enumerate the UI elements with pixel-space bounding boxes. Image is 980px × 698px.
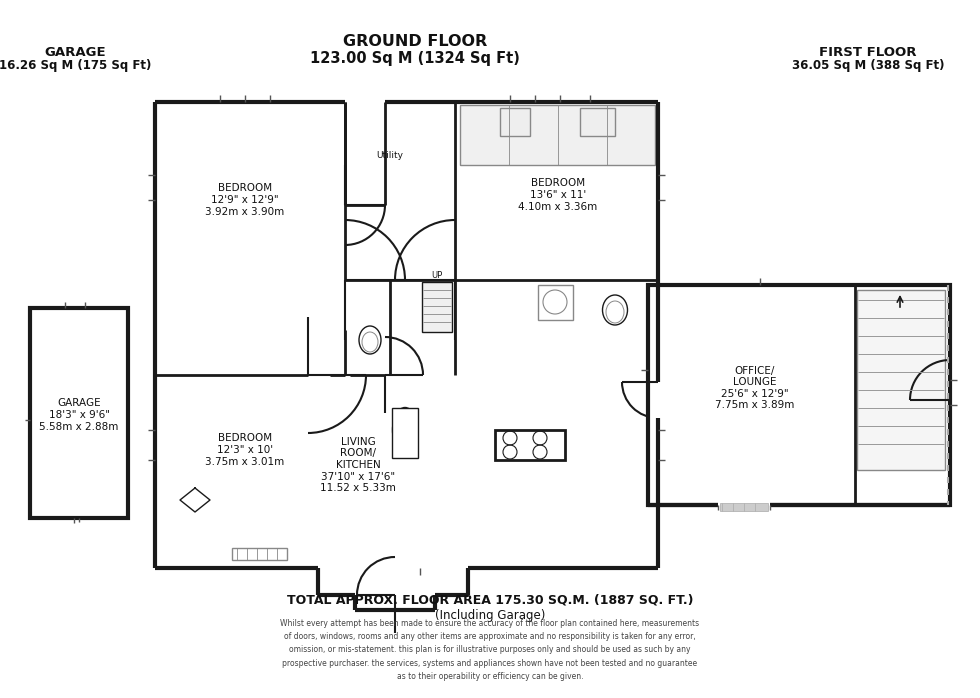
Bar bbox=[460, 105, 655, 165]
Text: FIRST FLOOR: FIRST FLOOR bbox=[819, 45, 916, 59]
Text: BEDROOM
12'9" x 12'9"
3.92m x 3.90m: BEDROOM 12'9" x 12'9" 3.92m x 3.90m bbox=[206, 184, 284, 216]
Bar bbox=[495, 430, 565, 460]
Text: 16.26 Sq M (175 Sq Ft): 16.26 Sq M (175 Sq Ft) bbox=[0, 59, 151, 73]
Bar bbox=[30, 308, 128, 518]
Text: TOTAL APPROX. FLOOR AREA 175.30 SQ.M. (1887 SQ. FT.): TOTAL APPROX. FLOOR AREA 175.30 SQ.M. (1… bbox=[287, 593, 693, 607]
Text: GARAGE: GARAGE bbox=[44, 45, 106, 59]
Bar bbox=[857, 290, 945, 470]
Text: Whilst every attempt has been made to ensure the accuracy of the floor plan cont: Whilst every attempt has been made to en… bbox=[280, 619, 700, 681]
Ellipse shape bbox=[393, 408, 417, 452]
Text: LIVING
ROOM/
KITCHEN
37'10" x 17'6"
11.52 x 5.33m: LIVING ROOM/ KITCHEN 37'10" x 17'6" 11.5… bbox=[320, 437, 396, 493]
Text: OFFICE/
LOUNGE
25'6" x 12'9"
7.75m x 3.89m: OFFICE/ LOUNGE 25'6" x 12'9" 7.75m x 3.8… bbox=[715, 366, 795, 410]
Bar bbox=[718, 501, 770, 513]
Bar bbox=[720, 503, 768, 511]
Bar bbox=[392, 408, 418, 458]
Text: BEDROOM
13'6" x 11'
4.10m x 3.36m: BEDROOM 13'6" x 11' 4.10m x 3.36m bbox=[518, 179, 598, 211]
Bar bbox=[232, 548, 287, 560]
Text: BEDROOM
12'3" x 10'
3.75m x 3.01m: BEDROOM 12'3" x 10' 3.75m x 3.01m bbox=[206, 433, 284, 466]
Bar bbox=[538, 285, 573, 320]
Bar bbox=[422, 282, 452, 332]
Text: UP: UP bbox=[431, 271, 443, 279]
Bar bbox=[648, 285, 950, 505]
Text: (Including Garage): (Including Garage) bbox=[435, 609, 545, 623]
Ellipse shape bbox=[359, 326, 381, 354]
Bar bbox=[580, 108, 615, 136]
Text: 123.00 Sq M (1324 Sq Ft): 123.00 Sq M (1324 Sq Ft) bbox=[310, 50, 520, 66]
Text: GROUND FLOOR: GROUND FLOOR bbox=[343, 34, 487, 50]
Text: Utility: Utility bbox=[376, 151, 404, 160]
Bar bbox=[500, 108, 530, 136]
Text: 36.05 Sq M (388 Sq Ft): 36.05 Sq M (388 Sq Ft) bbox=[792, 59, 945, 73]
Ellipse shape bbox=[603, 295, 627, 325]
Text: GARAGE
18'3" x 9'6"
5.58m x 2.88m: GARAGE 18'3" x 9'6" 5.58m x 2.88m bbox=[39, 399, 119, 431]
